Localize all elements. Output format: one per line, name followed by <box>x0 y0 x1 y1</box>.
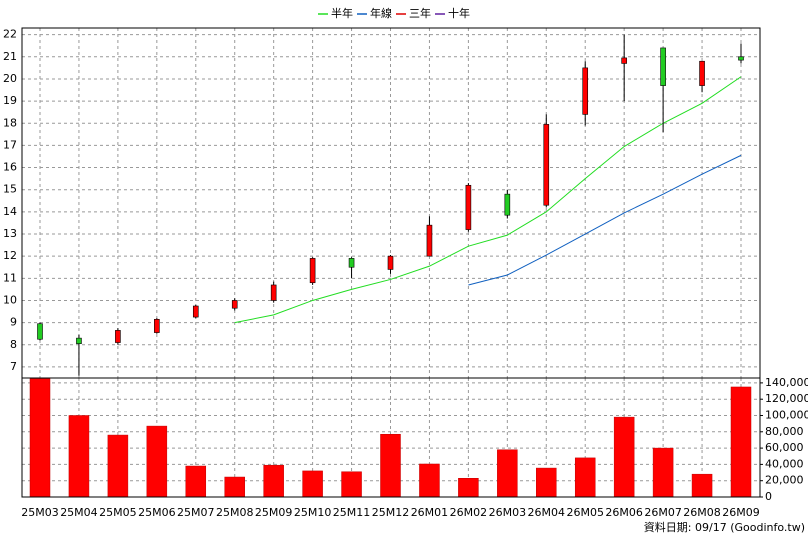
candle-body <box>192 305 199 318</box>
candle-body <box>270 284 277 301</box>
y-tick-label: 19 <box>3 94 17 107</box>
volume-bar <box>419 463 440 498</box>
candle-body <box>387 255 394 270</box>
x-tick-label: 26M04 <box>528 506 566 519</box>
volume-bar <box>574 457 596 498</box>
volume-bar <box>224 476 245 498</box>
y-tick-label: 15 <box>3 183 17 196</box>
volume-bar <box>691 473 713 498</box>
y2-tick-label: 40,000 <box>765 457 804 470</box>
y-tick-label: 8 <box>10 338 17 351</box>
x-tick-label: 25M03 <box>21 506 59 519</box>
y2-tick-label: 20,000 <box>765 474 804 487</box>
y2-tick-label: 80,000 <box>765 425 804 438</box>
y2-tick-label: 100,000 <box>765 408 808 421</box>
legend-label: 年線 <box>370 6 392 20</box>
y2-tick-label: 120,000 <box>765 392 808 405</box>
candle-body <box>154 318 160 333</box>
candle-body <box>348 258 355 268</box>
y-tick-label: 7 <box>10 360 17 373</box>
volume-bar <box>458 478 479 498</box>
candle-body <box>37 323 43 340</box>
y-tick-label: 13 <box>3 227 17 240</box>
x-tick-label: 26M09 <box>722 506 760 519</box>
volume-bar <box>302 470 323 498</box>
volume-bar <box>146 425 168 498</box>
volume-bar <box>29 378 51 498</box>
volume-bar <box>652 447 674 498</box>
candle-body <box>465 184 472 230</box>
volume-bar <box>536 467 557 498</box>
candle-body <box>699 60 705 86</box>
y-tick-label: 22 <box>3 28 17 41</box>
footer: 資料日期: 09/17 (Goodinfo.tw) <box>644 520 805 534</box>
legend-label: 十年 <box>448 6 470 20</box>
y-tick-label: 10 <box>3 293 17 306</box>
x-tick-label: 25M11 <box>333 506 371 519</box>
candle-body <box>115 330 121 343</box>
volume-bar <box>730 386 752 498</box>
candle-body <box>543 124 550 206</box>
legend-label: 半年 <box>331 6 353 20</box>
volume-bar <box>263 464 284 498</box>
candle-body <box>309 258 316 284</box>
volume-bar <box>380 433 401 498</box>
x-tick-label: 26M01 <box>411 506 449 519</box>
candle-body <box>426 224 433 257</box>
y2-tick-label: 140,000 <box>765 376 808 389</box>
x-tick-label: 26M05 <box>566 506 604 519</box>
x-tick-label: 26M07 <box>644 506 682 519</box>
y-tick-label: 17 <box>3 138 17 151</box>
y2-tick-label: 60,000 <box>765 441 804 454</box>
candle-body <box>621 57 627 64</box>
legend-label: 三年 <box>409 6 431 20</box>
candle-body <box>76 337 82 344</box>
x-tick-label: 26M02 <box>450 506 488 519</box>
y-tick-label: 21 <box>3 50 17 63</box>
x-tick-label: 26M08 <box>683 506 721 519</box>
x-tick-label: 25M08 <box>216 506 254 519</box>
x-tick-label: 26M06 <box>605 506 643 519</box>
candle-body <box>504 193 511 216</box>
y-tick-label: 16 <box>3 161 17 174</box>
volume-bar <box>497 449 518 498</box>
y-tick-label: 18 <box>3 116 17 129</box>
x-tick-label: 25M10 <box>294 506 332 519</box>
x-tick-label: 25M06 <box>138 506 176 519</box>
x-tick-label: 25M05 <box>99 506 137 519</box>
y-tick-label: 20 <box>3 72 17 85</box>
x-tick-label: 25M07 <box>177 506 215 519</box>
y-tick-label: 11 <box>3 271 17 284</box>
volume-bar <box>613 416 635 498</box>
y-tick-label: 14 <box>3 205 17 218</box>
candle-body <box>738 56 744 61</box>
volume-bar <box>341 471 362 498</box>
ma-line <box>468 154 742 286</box>
x-tick-label: 25M12 <box>372 506 410 519</box>
volume-bar <box>107 434 129 498</box>
x-tick-label: 25M09 <box>255 506 293 519</box>
candle-body <box>231 300 238 309</box>
candle-body <box>660 47 666 86</box>
x-tick-label: 26M03 <box>489 506 527 519</box>
volume-bar <box>68 415 90 498</box>
volume-plot-border <box>21 377 761 498</box>
x-tick-label: 25M04 <box>60 506 98 519</box>
y-tick-label: 9 <box>10 316 17 329</box>
y-tick-label: 12 <box>3 249 17 262</box>
y2-tick-label: 0 <box>765 490 772 503</box>
candle-body <box>582 67 589 115</box>
ma-line <box>234 76 742 324</box>
volume-bar <box>185 465 207 498</box>
